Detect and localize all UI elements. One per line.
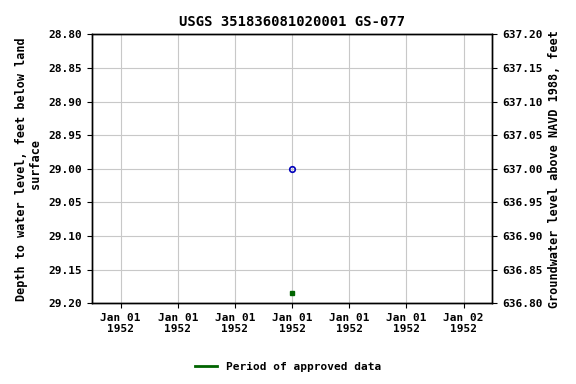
Y-axis label: Depth to water level, feet below land
 surface: Depth to water level, feet below land su… bbox=[15, 37, 43, 301]
Legend: Period of approved data: Period of approved data bbox=[191, 358, 385, 377]
Title: USGS 351836081020001 GS-077: USGS 351836081020001 GS-077 bbox=[179, 15, 405, 29]
Y-axis label: Groundwater level above NAVD 1988, feet: Groundwater level above NAVD 1988, feet bbox=[548, 30, 561, 308]
